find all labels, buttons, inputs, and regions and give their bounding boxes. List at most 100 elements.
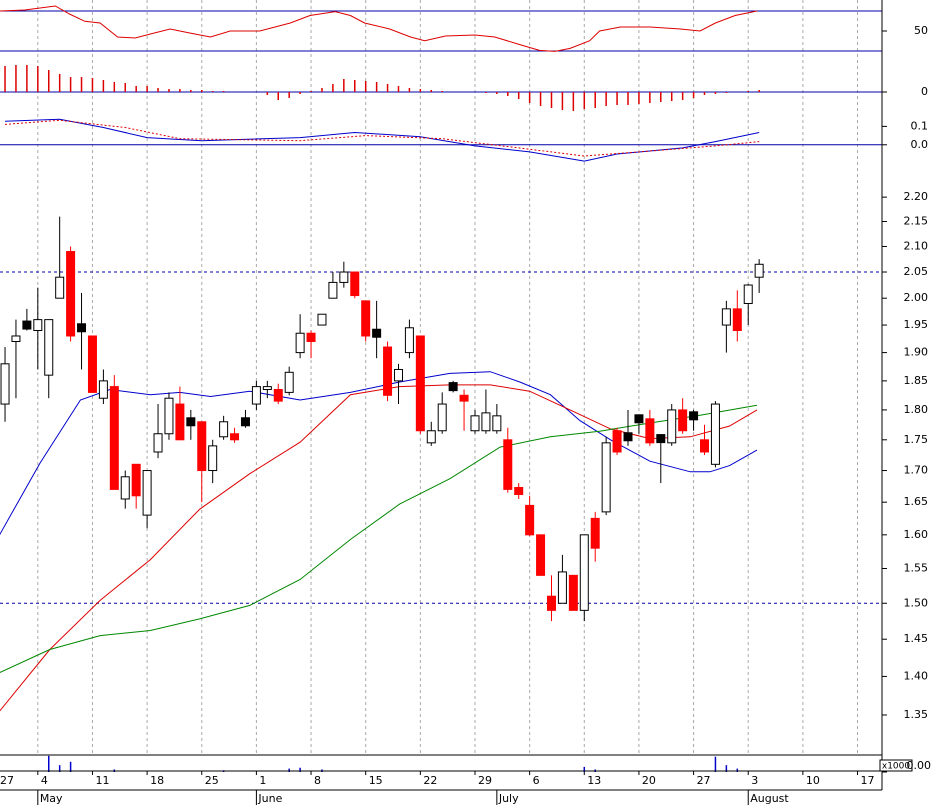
candle-body — [98, 380, 108, 399]
candle-body — [546, 595, 556, 611]
candle-body — [295, 332, 305, 354]
candle-body — [678, 409, 688, 432]
candle-body — [175, 403, 185, 441]
y-tick-label: 1.90 — [904, 346, 929, 359]
y-tick-label: 1.75 — [904, 433, 929, 446]
candle-body — [361, 300, 371, 337]
candle-body — [44, 319, 54, 376]
candle-body — [514, 487, 524, 496]
candle-body — [437, 403, 447, 432]
month-label: August — [750, 792, 789, 805]
candle-body — [667, 409, 677, 444]
candle-body — [372, 328, 382, 338]
candle-body — [404, 327, 414, 354]
y-tick-label: 1.45 — [904, 632, 929, 645]
y-tick-label: 1.65 — [904, 495, 929, 508]
y-tick-label: 2.05 — [904, 265, 929, 278]
y-tick-label: 1.95 — [904, 318, 929, 331]
x-tick-label: 6 — [533, 774, 540, 787]
y-tick-label: 1.60 — [904, 528, 929, 541]
candle-body — [197, 421, 207, 472]
month-label: June — [257, 792, 282, 805]
candle-body — [492, 415, 502, 432]
candle-body — [87, 335, 97, 393]
candle-body — [415, 335, 425, 432]
candle-body — [251, 386, 261, 405]
x-tick-label: 11 — [95, 774, 109, 787]
candle-body — [634, 414, 644, 424]
candle-body — [22, 320, 32, 330]
candle-body — [656, 434, 666, 444]
plot-area — [0, 0, 882, 775]
candle-body — [339, 271, 349, 283]
y-tick-label: 2.10 — [904, 239, 929, 252]
candle-body — [732, 308, 742, 332]
candle-body — [448, 382, 458, 392]
candle-body — [77, 323, 87, 333]
candle-body — [164, 397, 174, 435]
y-tick-label: 1.50 — [904, 596, 929, 609]
y-tick-label: 0.1 — [911, 119, 929, 132]
candle-body — [350, 271, 360, 297]
candle-body — [754, 263, 764, 278]
y-tick-label: 1.85 — [904, 374, 929, 387]
x-tick-label: 10 — [806, 774, 820, 787]
y-tick-label: 2.00 — [904, 291, 929, 304]
candle-body — [262, 386, 272, 391]
x-tick-label: 27 — [0, 774, 14, 787]
y-tick-label: 2.15 — [904, 215, 929, 228]
indicator-line — [0, 5, 758, 52]
x-tick-label: 27 — [697, 774, 711, 787]
y-tick-label: 0 — [921, 85, 928, 98]
candle-body — [503, 439, 513, 490]
unit-box — [879, 759, 913, 772]
y-tick-label: 1.80 — [904, 403, 929, 416]
y-tick-label: 50 — [914, 24, 928, 37]
y-tick-label: 2.20 — [904, 190, 929, 203]
candle-body — [0, 363, 10, 405]
candle-body — [328, 281, 338, 299]
y-tick-label: 0.00 — [907, 759, 932, 772]
candle-body — [11, 335, 21, 342]
candle-body — [710, 403, 720, 465]
candle-body — [601, 442, 611, 513]
candle-body — [317, 313, 327, 326]
unit-label: x1000 — [882, 762, 911, 772]
candle-body — [579, 534, 589, 611]
month-label: July — [498, 792, 519, 805]
month-label: May — [40, 792, 63, 805]
y-tick-label: 1.40 — [904, 669, 929, 682]
y-tick-label: 1.70 — [904, 464, 929, 477]
candle-body — [612, 430, 622, 453]
candle-body — [230, 433, 240, 441]
candle-body — [142, 470, 152, 516]
x-tick-label: 20 — [642, 774, 656, 787]
x-tick-label: 1 — [259, 774, 266, 787]
indicator-line — [4, 118, 760, 162]
candle-body — [689, 411, 699, 421]
x-tick-label: 25 — [205, 774, 219, 787]
candle-body — [186, 417, 196, 427]
candle-body — [426, 430, 436, 444]
y-tick-label: 1.35 — [904, 708, 929, 721]
candle-body — [481, 412, 491, 432]
indicator-line — [4, 119, 760, 157]
x-tick-label: 8 — [314, 774, 321, 787]
candle-body — [383, 346, 393, 396]
x-tick-label: 13 — [587, 774, 601, 787]
candle-body — [536, 534, 546, 576]
candle-body — [557, 571, 567, 604]
candle-body — [55, 276, 65, 299]
candle-body — [743, 284, 753, 305]
candle-body — [393, 368, 403, 382]
x-tick-label: 15 — [369, 774, 383, 787]
candle-body — [645, 418, 655, 444]
x-tick-label: 17 — [861, 774, 875, 787]
candle-body — [459, 394, 469, 402]
candle-body — [219, 421, 229, 438]
candle-body — [306, 332, 316, 342]
candle-body — [109, 386, 119, 490]
y-tick-label: 1.55 — [904, 561, 929, 574]
candle-body — [721, 308, 731, 326]
